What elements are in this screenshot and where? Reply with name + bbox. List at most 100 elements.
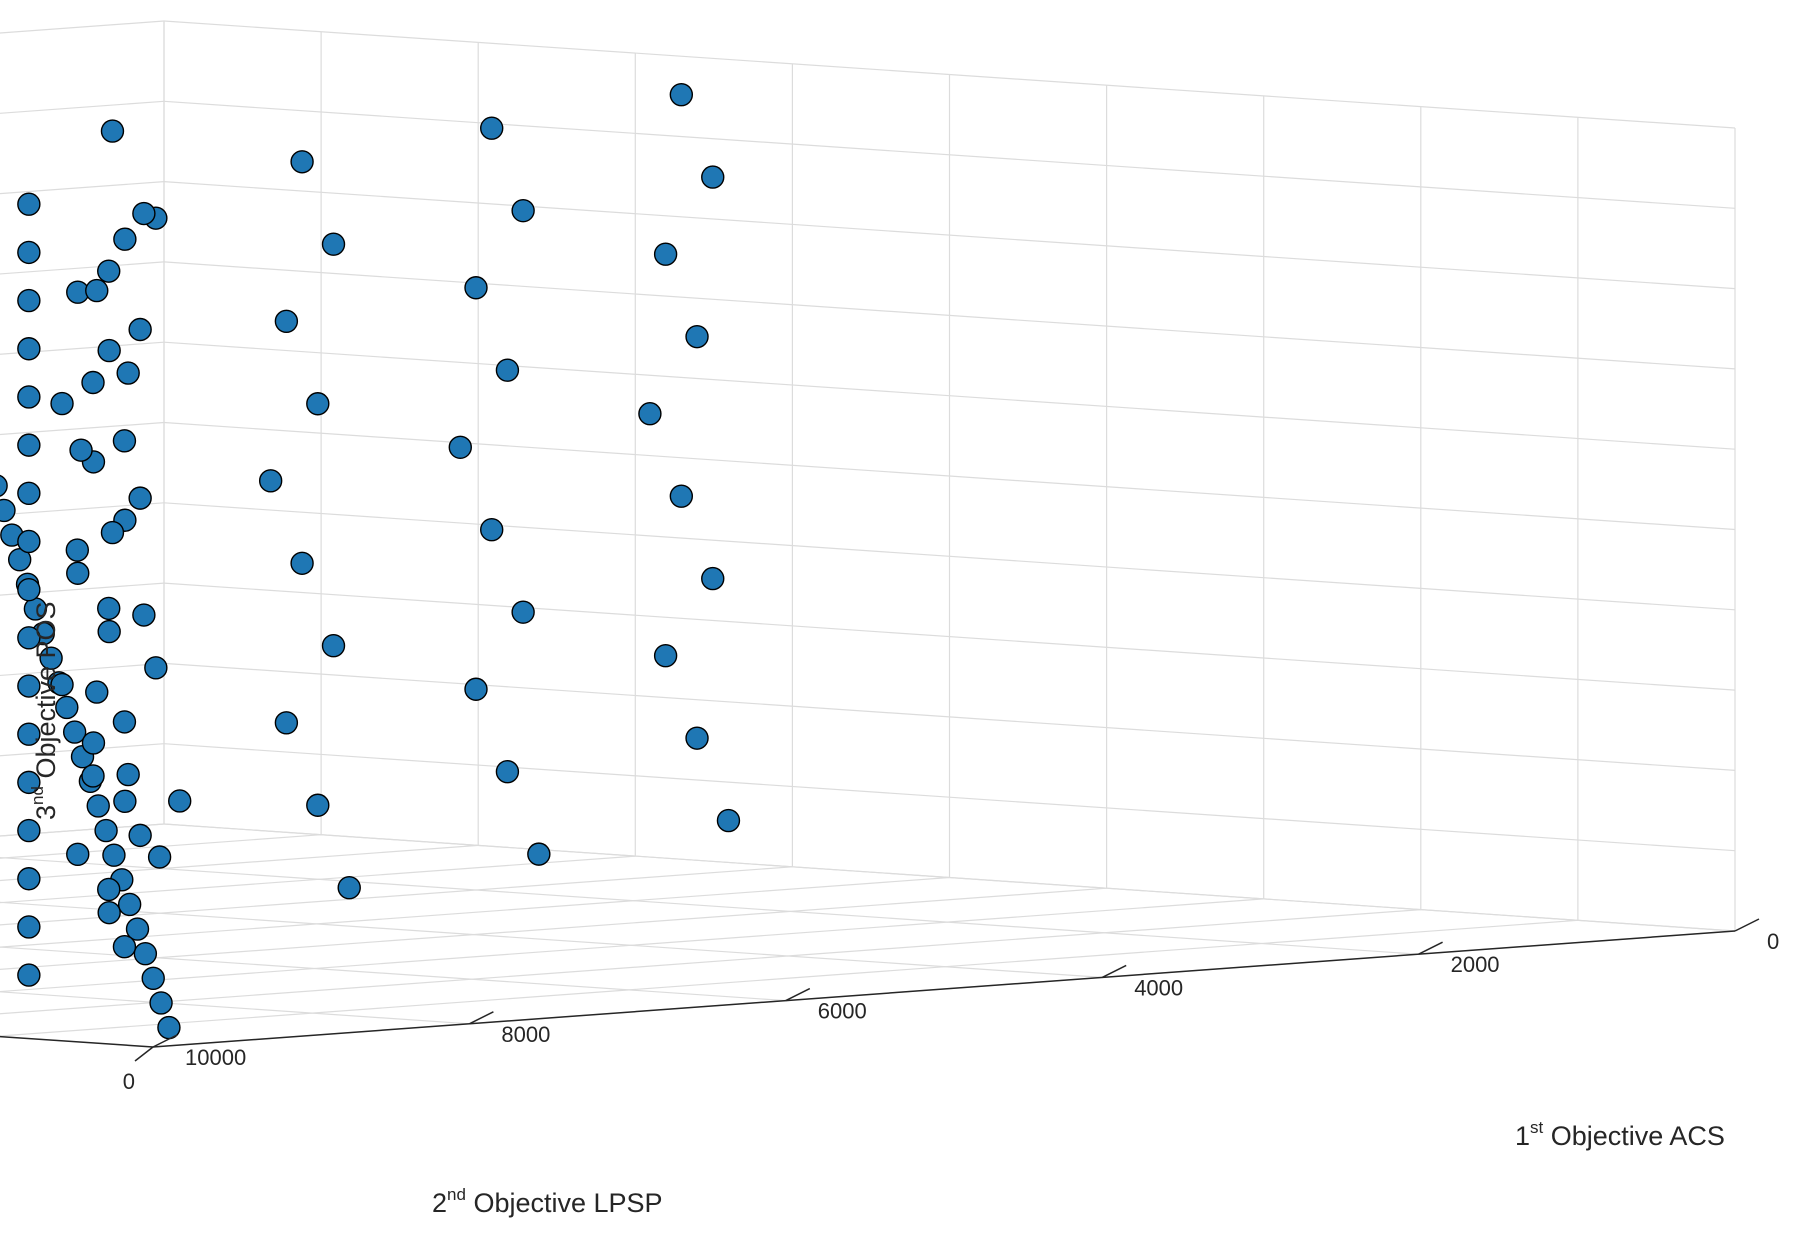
data-point [116,762,140,787]
data-point [113,227,137,251]
x-tick-label: 0 [1767,929,1779,954]
back-grid-z [0,20,165,34]
data-point [141,966,165,990]
x-tick-label: 10000 [185,1045,246,1070]
data-point [100,520,125,545]
side-grid-z [163,743,1736,852]
data-point [685,726,709,750]
data-point [69,438,93,462]
side-grid-z [163,421,1736,531]
floor-grid-y [0,855,636,904]
data-point [128,317,152,342]
data-point [112,935,137,959]
x-tick-mark [469,1011,494,1025]
z-axis-title: 3nd Objective POS [28,601,61,820]
side-grid-z [163,823,1736,932]
data-point [480,116,504,140]
x-axis-title: 1st Objective ACS [1515,1118,1725,1151]
data-point [85,278,109,303]
data-point [306,392,330,416]
side-grid-z [163,20,1736,129]
floor-grid-y [0,909,1421,1015]
data-point [50,672,74,697]
data-point [133,941,158,966]
data-point [464,276,488,300]
data-point [50,391,74,416]
data-point [17,433,41,457]
data-point [17,722,41,746]
data-point [81,370,105,395]
x-tick-mark [1101,964,1127,979]
data-point [669,484,694,508]
floor-grid-y [0,876,950,948]
data-point [17,770,41,795]
data-point [17,481,41,505]
data-point [85,680,109,704]
data-point [511,198,535,223]
data-point [495,358,520,382]
data-point [653,242,678,266]
data-point [144,656,168,680]
data-point [464,677,488,701]
data-point [55,695,79,720]
x-tick-mark [785,987,811,1002]
data-point [527,842,551,866]
data-point [128,486,152,510]
data-point [62,720,87,744]
data-point [17,915,41,939]
side-grid-z [163,341,1736,450]
data-point [0,474,8,497]
data-point [81,764,105,788]
data-point [258,469,283,493]
side-grid-z [163,261,1736,370]
data-point [17,337,41,361]
side-grid-z [163,181,1736,290]
data-point [39,646,63,670]
side-grid-z [163,662,1736,771]
data-point [337,875,361,900]
side-grid-z [163,502,1736,611]
x-tick-label: 2000 [1451,952,1500,977]
data-point [653,644,678,668]
data-point [511,600,535,624]
data-point [685,324,709,349]
floor-grid-y [0,887,1107,970]
data-point [112,710,137,734]
x-tick-label: 6000 [818,999,867,1024]
data-point [94,818,118,843]
floor-grid-x [0,901,1103,978]
data-point [149,991,173,1015]
data-point [701,165,725,189]
data-point [102,843,126,867]
data-point [97,259,121,283]
data-point [97,596,121,621]
y-tick-label: 0 [123,1069,135,1094]
data-point [290,150,314,174]
data-point [0,498,16,523]
grid-layer [0,20,1736,1048]
floor-grid-y [0,919,1578,1037]
data-point [132,603,156,627]
y-tick-mark [134,1046,154,1062]
x-tick-mark [1418,941,1443,955]
data-point [97,877,121,902]
data-point [17,529,41,554]
data-point [97,900,121,925]
y-axis-title: 2nd Objective LPSP [432,1185,663,1218]
floor-grid-y [0,898,1264,993]
data-point [321,634,346,658]
data-point [638,402,662,426]
x-tick-mark [1734,918,1760,932]
x-axis-line [152,930,1736,1048]
data-point [100,119,125,143]
floor-grid-y [0,866,793,926]
points-layer [0,82,741,1040]
data-point [65,538,90,562]
data-point [701,566,725,591]
ticks-layer: 0200040006000800010000010203040506070809… [0,918,1779,1094]
data-point [17,577,41,602]
data-point [495,759,520,784]
data-point [17,240,41,265]
data-point [321,232,346,256]
data-point [132,201,156,226]
